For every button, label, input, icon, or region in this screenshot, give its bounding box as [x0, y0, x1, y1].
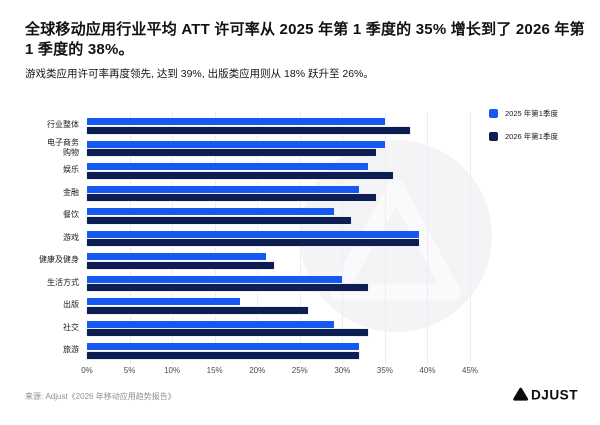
chart-row: 社交: [63, 317, 470, 340]
chart-row: 健康及健身: [39, 249, 470, 272]
gridline: [214, 112, 216, 364]
bar-q1-2026: [87, 171, 394, 179]
bar-q1-2026: [87, 306, 309, 314]
category-label: 旅游: [63, 345, 79, 355]
category-label: 餐饮: [63, 210, 79, 220]
chart-row: 游戏: [63, 227, 470, 250]
gridline: [427, 112, 429, 364]
x-axis-tick: 40%: [419, 366, 436, 375]
bar-q1-2026: [87, 126, 411, 134]
chart-row: 娱乐: [63, 159, 470, 182]
gridline: [129, 112, 131, 364]
bar-q1-2025: [87, 230, 419, 238]
bar-q1-2026: [87, 149, 377, 156]
bar-q1-2026: [87, 351, 360, 359]
plot-area: 行业整体电子商务 购物娱乐金融餐饮游戏健康及健身生活方式出版社交旅游: [39, 112, 471, 364]
bar-q1-2026: [87, 216, 351, 224]
bar-q1-2025: [87, 208, 334, 215]
x-axis-tick: 20%: [249, 366, 266, 375]
legend-swatch-2026-icon: [489, 132, 498, 141]
bar-q1-2025: [87, 140, 385, 148]
gridline: [257, 112, 259, 364]
chart-row: 生活方式: [47, 272, 470, 295]
x-axis-tick: 5%: [123, 366, 136, 375]
bar-q1-2025: [87, 343, 360, 350]
svg-text:DJUST: DJUST: [531, 387, 578, 402]
category-label: 生活方式: [47, 277, 79, 287]
x-axis-tick: 15%: [206, 366, 223, 375]
bar-q1-2025: [87, 163, 368, 170]
chart-row: 行业整体: [47, 114, 470, 137]
gridline: [299, 112, 301, 364]
legend-label-2026: 2026 年第1季度: [505, 132, 558, 141]
bar-q1-2026: [87, 194, 377, 201]
category-label: 电子商务 购物: [47, 137, 79, 157]
gridline: [470, 112, 471, 364]
x-axis-tick: 35%: [376, 366, 393, 375]
bar-q1-2026: [87, 284, 368, 291]
chart-legend: 2025 年第1季度 2026 年第1季度: [489, 108, 558, 154]
legend-swatch-2025-icon: [489, 109, 498, 118]
legend-item-2026: 2026 年第1季度: [489, 131, 558, 142]
bar-q1-2025: [87, 253, 266, 260]
page-title: 全球移动应用行业平均 ATT 许可率从 2025 年第 1 季度的 35% 增长…: [25, 21, 585, 58]
chart-row: 金融: [63, 182, 470, 205]
x-axis-tick: 45%: [461, 366, 479, 375]
category-label: 行业整体: [47, 120, 79, 130]
chart-row: 出版: [63, 294, 470, 317]
bar-q1-2025: [87, 275, 343, 283]
adjust-logo: DJUST: [512, 386, 578, 407]
gridline: [384, 112, 386, 364]
bar-q1-2026: [87, 329, 368, 336]
category-label: 娱乐: [63, 165, 79, 175]
gridline: [172, 112, 174, 364]
x-axis-tick: 10%: [164, 366, 181, 375]
chart-row: 旅游: [63, 339, 470, 362]
bar-q1-2025: [87, 298, 241, 305]
legend-label-2025: 2025 年第1季度: [505, 109, 558, 118]
bar-q1-2026: [87, 261, 275, 269]
adjust-logo-icon: DJUST: [513, 387, 578, 402]
x-axis-tick: 30%: [334, 366, 351, 375]
category-label: 健康及健身: [39, 255, 79, 265]
category-label: 金融: [63, 187, 79, 197]
x-axis-tick: 0%: [81, 366, 93, 375]
bar-q1-2026: [87, 239, 419, 246]
source-note: 来源: Adjust《2026 年移动应用趋势报告》: [25, 392, 176, 401]
gridline: [342, 112, 344, 364]
category-label: 出版: [63, 300, 79, 310]
legend-item-2025: 2025 年第1季度: [489, 108, 558, 119]
page-subtitle: 游戏类应用许可率再度领先, 达到 39%, 出版类应用则从 18% 跃升至 26…: [25, 68, 374, 80]
bar-q1-2025: [87, 185, 360, 193]
chart-row: 电子商务 购物: [47, 137, 470, 160]
x-axis: 0% 5% 10% 15% 20% 25% 30% 35% 40% 45%: [81, 366, 478, 378]
chart-row: 餐饮: [63, 204, 470, 227]
category-label: 社交: [63, 322, 79, 332]
category-label: 游戏: [63, 232, 79, 242]
bar-q1-2025: [87, 320, 334, 328]
bar-q1-2025: [87, 118, 385, 125]
bar-chart: 2025 年第1季度 2026 年第1季度 行业整体电子商务 购物娱乐金融餐饮游…: [0, 95, 600, 380]
x-axis-tick: 25%: [291, 366, 308, 375]
